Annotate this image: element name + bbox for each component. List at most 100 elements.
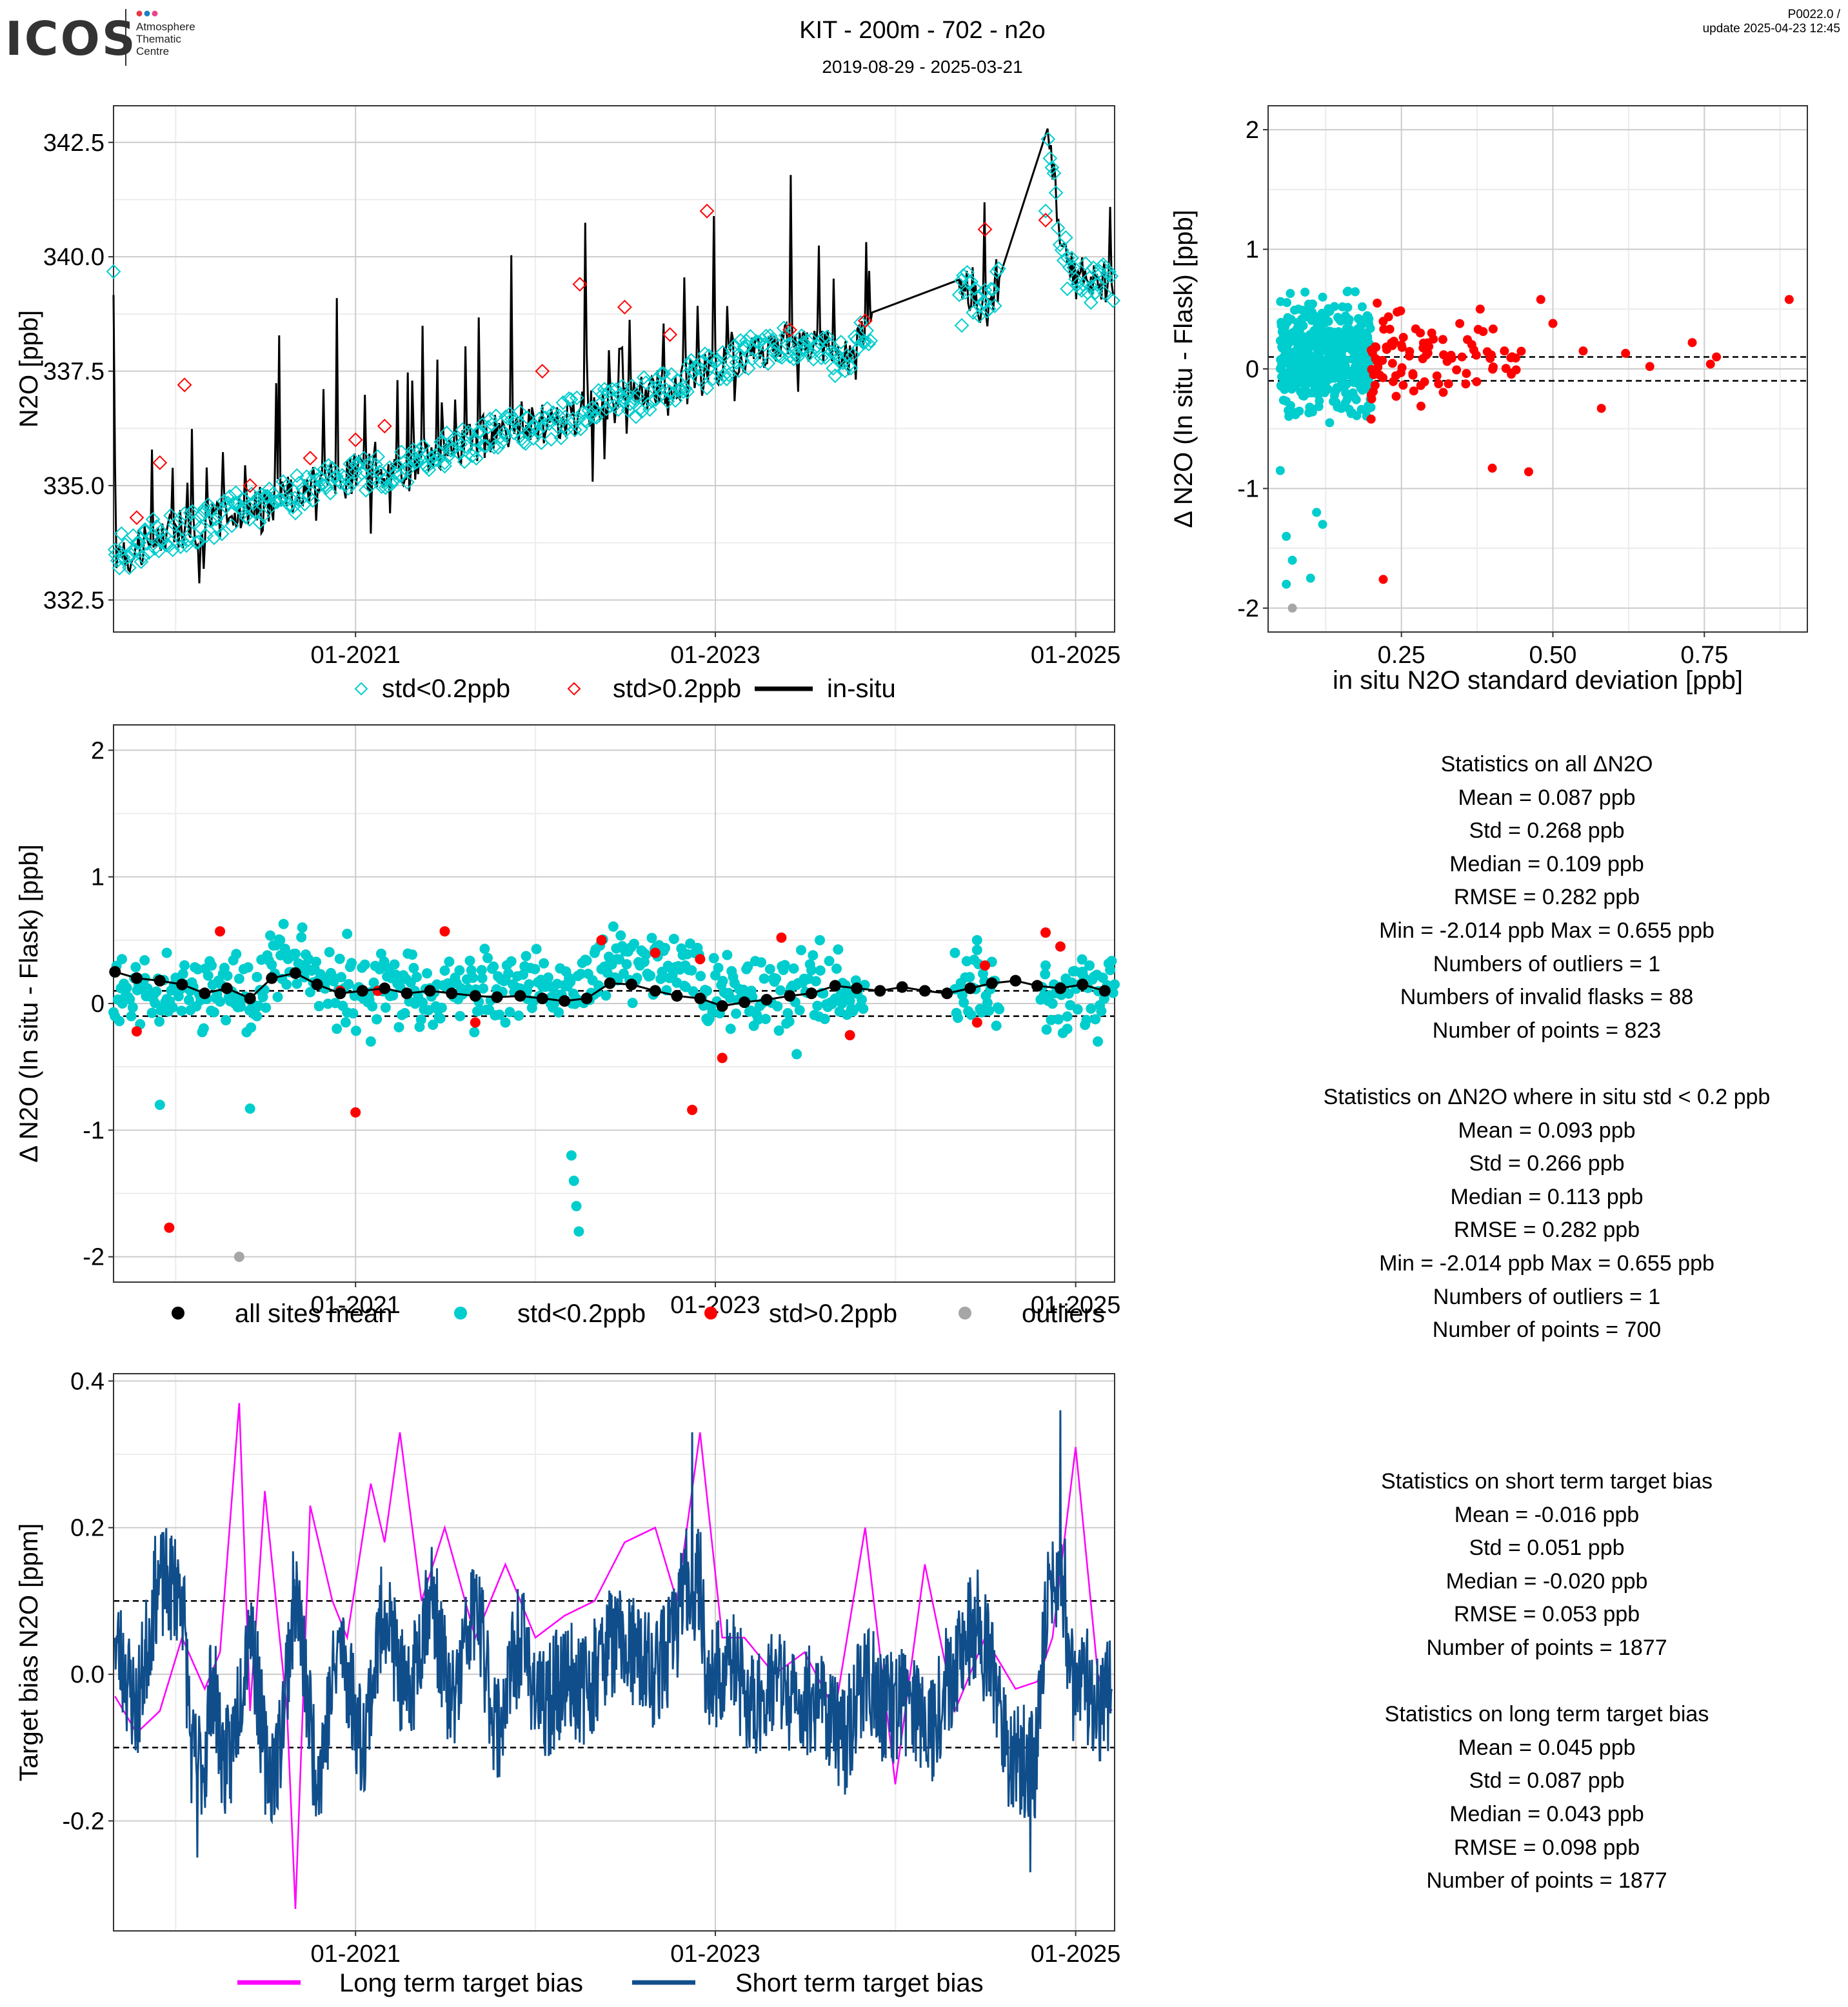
data-point — [1077, 966, 1088, 977]
data-point — [1055, 941, 1066, 952]
data-point — [494, 434, 510, 450]
data-point — [837, 998, 848, 1009]
data-point — [565, 976, 576, 987]
data-point — [1687, 338, 1697, 348]
data-point — [1320, 341, 1330, 351]
data-point — [617, 299, 632, 315]
data-point — [818, 350, 833, 365]
stats-line: Median = 0.109 ppb — [1449, 851, 1644, 876]
data-point — [1063, 988, 1074, 999]
data-point — [311, 978, 323, 991]
data-point — [794, 328, 810, 344]
data-point — [134, 554, 149, 569]
data-point — [808, 950, 819, 961]
data-point — [830, 347, 845, 362]
data-point — [252, 515, 267, 530]
data-point — [1462, 369, 1471, 379]
chart-target-bias: -0.2 0.0 0.2 0.4 01-2021 01-2023 01-2025 Target… — [15, 1368, 1120, 1997]
data-point — [977, 295, 993, 310]
data-point — [824, 956, 835, 967]
data-point — [1046, 166, 1062, 181]
data-point — [231, 949, 242, 960]
data-point — [981, 301, 997, 317]
data-point — [717, 367, 732, 382]
data-point — [304, 987, 315, 998]
data-point — [687, 1104, 698, 1115]
data-point — [246, 1022, 257, 1033]
data-point — [1053, 1014, 1064, 1025]
data-point — [1287, 603, 1297, 613]
data-point — [702, 985, 713, 996]
data-point — [1047, 998, 1058, 1009]
data-point — [1042, 151, 1058, 166]
data-point — [569, 390, 584, 406]
data-point — [491, 991, 503, 1004]
data-point — [334, 953, 345, 964]
data-point — [755, 332, 770, 348]
data-point — [1427, 328, 1436, 338]
data-point — [1438, 388, 1448, 397]
data-point — [188, 535, 204, 550]
data-point — [512, 404, 528, 419]
data-point — [415, 1014, 426, 1025]
data-point — [641, 949, 651, 960]
data-point — [1295, 406, 1304, 416]
data-point — [1031, 980, 1044, 992]
y-tick-label: 340.0 — [43, 244, 104, 271]
data-point — [1524, 467, 1533, 477]
x-tick-label: 0.50 — [1529, 642, 1576, 669]
data-point — [557, 419, 572, 434]
data-point — [154, 1100, 165, 1111]
data-point — [1295, 362, 1304, 372]
data-point — [599, 401, 614, 417]
chart-delta-vs-std: -2 -1 0 1 2 0.25 0.50 0.75 Δ N2O (In situ - Flas… — [1169, 105, 1808, 695]
data-point — [477, 973, 488, 984]
data-point — [1282, 531, 1291, 541]
data-point — [1379, 324, 1389, 334]
data-point — [1277, 317, 1286, 327]
plot-background — [114, 106, 1115, 632]
data-point — [1348, 388, 1358, 398]
data-point — [1309, 314, 1318, 324]
data-point — [733, 333, 748, 348]
data-point — [837, 363, 853, 379]
data-point — [518, 969, 529, 980]
data-point — [370, 449, 386, 464]
data-point — [815, 965, 826, 976]
data-point — [1102, 264, 1117, 279]
data-point — [154, 974, 166, 987]
data-point — [446, 987, 458, 1000]
data-point — [1645, 362, 1654, 371]
data-point — [977, 222, 993, 237]
data-point — [272, 991, 283, 1002]
data-point — [290, 948, 301, 959]
data-point — [224, 518, 239, 533]
data-point — [831, 964, 842, 974]
y-axis-label: Target bias N2O [ppm] — [15, 1523, 43, 1781]
data-point — [482, 411, 498, 427]
data-point — [107, 542, 123, 557]
y-tick-label: 337.5 — [43, 359, 104, 386]
data-point — [695, 971, 706, 982]
data-point — [648, 392, 663, 408]
data-point — [851, 982, 863, 994]
data-point — [678, 368, 693, 384]
stats-line: Median = -0.020 ppb — [1446, 1568, 1648, 1594]
data-point — [575, 969, 586, 980]
data-point — [1306, 573, 1315, 583]
data-point — [152, 455, 168, 470]
data-point — [1064, 250, 1079, 266]
data-point — [397, 461, 413, 477]
data-point — [782, 322, 797, 338]
data-point — [175, 521, 190, 537]
data-point — [506, 425, 521, 440]
data-point — [1486, 350, 1496, 360]
data-point — [203, 970, 214, 981]
data-point — [177, 969, 188, 980]
data-point — [439, 926, 450, 937]
data-point — [1507, 352, 1517, 362]
stats-line: Numbers of outliers = 1 — [1433, 1284, 1661, 1309]
data-point — [971, 944, 982, 955]
data-point — [130, 535, 145, 550]
data-point — [756, 957, 767, 968]
